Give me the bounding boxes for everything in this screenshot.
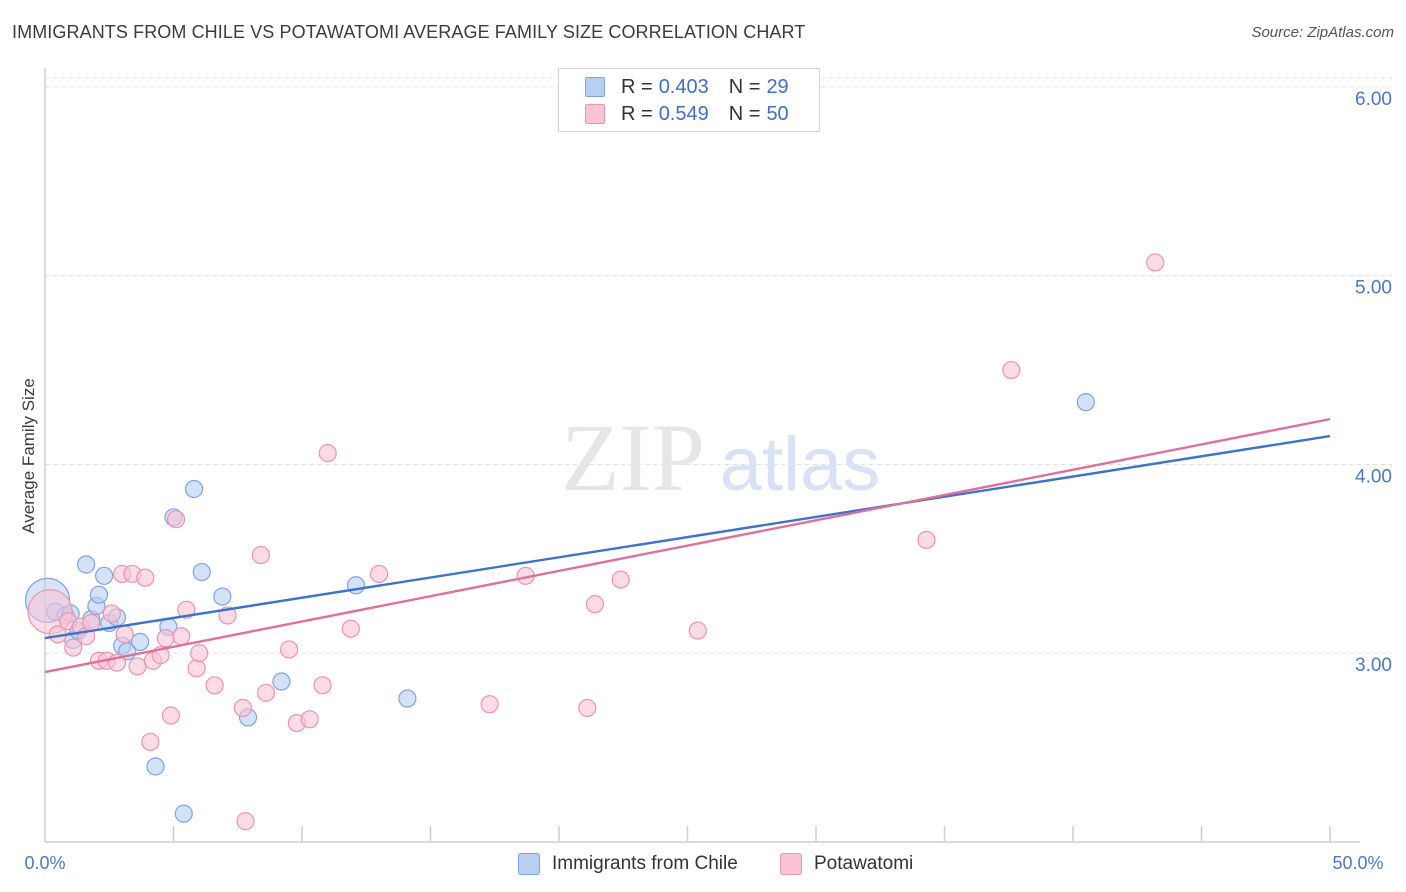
legend-swatch-potawatomi (585, 104, 605, 124)
point-potawatomi (578, 698, 597, 718)
point-potawatomi (1002, 360, 1021, 380)
point-potawatomi (161, 706, 181, 725)
point-potawatomi (205, 676, 224, 695)
legend-n-label: N = (728, 75, 761, 98)
watermark: ZIP atlas (561, 404, 880, 511)
legend-r-value: 0.549 (658, 102, 709, 125)
watermark-zip: ZIP (561, 404, 705, 511)
point-potawatomi (611, 570, 630, 589)
point-chile (213, 587, 232, 606)
axes (44, 68, 1360, 843)
data-points (24, 253, 1165, 831)
legend-n-value: 29 (766, 75, 789, 98)
point-chile (77, 555, 96, 574)
point-potawatomi (156, 629, 175, 648)
legend-r-label: R = (621, 75, 653, 98)
point-potawatomi (313, 676, 332, 695)
point-potawatomi (102, 604, 121, 623)
y-tick-label: 5.00 (1355, 278, 1392, 299)
point-potawatomi (480, 695, 499, 714)
legend-row-chile: R = 0.403 N = 29 (585, 74, 789, 100)
point-chile (1076, 393, 1095, 412)
legend-n-label: N = (728, 102, 761, 125)
y-tick-label: 6.00 (1355, 89, 1392, 110)
legend-swatch-chile (585, 77, 605, 97)
point-chile (146, 757, 165, 776)
point-chile (130, 632, 150, 651)
y-axis-label: Average Family Size (19, 378, 38, 534)
correlation-legend: R = 0.403 N = 29 R = 0.549 N = 50 (558, 68, 820, 132)
point-potawatomi (64, 638, 83, 657)
bottom-legend-potawatomi: Potawatomi (780, 852, 913, 876)
legend-row-potawatomi: R = 0.549 N = 50 (585, 101, 789, 127)
point-potawatomi (370, 564, 389, 584)
y-tick-label: 3.00 (1355, 655, 1392, 676)
point-potawatomi (115, 625, 134, 644)
source-label: Source: ZipAtlas.com (1251, 24, 1394, 41)
point-potawatomi (688, 621, 707, 640)
point-potawatomi (585, 595, 605, 614)
legend-n-value: 50 (766, 102, 789, 125)
point-potawatomi (172, 627, 191, 646)
point-potawatomi (341, 619, 360, 638)
point-chile (192, 562, 211, 582)
point-potawatomi (166, 510, 186, 529)
x-tick-label-min: 0.0% (24, 853, 65, 873)
point-potawatomi (233, 698, 252, 718)
x-ticks (172, 826, 1331, 842)
bottom-legend-swatch-potawatomi (780, 853, 802, 875)
point-potawatomi (280, 640, 299, 659)
point-potawatomi (236, 812, 255, 831)
bottom-legend-swatch-chile (518, 853, 540, 875)
point-potawatomi (300, 710, 319, 729)
point-chile (174, 804, 193, 823)
watermark-atlas: atlas (720, 422, 881, 507)
trend-line-chile (44, 434, 1331, 640)
point-potawatomi (251, 545, 270, 565)
point-potawatomi (1146, 253, 1165, 272)
point-potawatomi (190, 644, 209, 663)
y-tick-labels: 3.00 4.00 5.00 6.00 (1355, 89, 1392, 676)
point-chile (398, 689, 417, 708)
legend-r-label: R = (621, 102, 653, 125)
point-potawatomi (318, 444, 337, 463)
point-chile (95, 566, 114, 585)
chart-title: IMMIGRANTS FROM CHILE VS POTAWATOMI AVER… (12, 22, 806, 42)
point-potawatomi (128, 657, 147, 676)
bottom-legend-label-potawatomi: Potawatomi (814, 853, 914, 874)
bottom-legend-label-chile: Immigrants from Chile (552, 853, 738, 874)
point-potawatomi (187, 659, 206, 678)
point-potawatomi (917, 530, 936, 550)
trend-line-potawatomi (44, 417, 1331, 674)
x-tick-label-max: 50.0% (1332, 853, 1383, 873)
y-tick-label: 4.00 (1355, 466, 1392, 487)
point-potawatomi (256, 683, 276, 702)
point-potawatomi (136, 568, 155, 587)
gridlines (45, 77, 1392, 654)
point-potawatomi (141, 732, 160, 752)
bottom-legend-chile: Immigrants from Chile (518, 852, 738, 876)
point-chile (184, 479, 204, 499)
trend-lines (44, 417, 1331, 674)
point-chile (89, 585, 109, 604)
point-chile (272, 672, 291, 691)
legend-r-value: 0.403 (658, 75, 709, 98)
